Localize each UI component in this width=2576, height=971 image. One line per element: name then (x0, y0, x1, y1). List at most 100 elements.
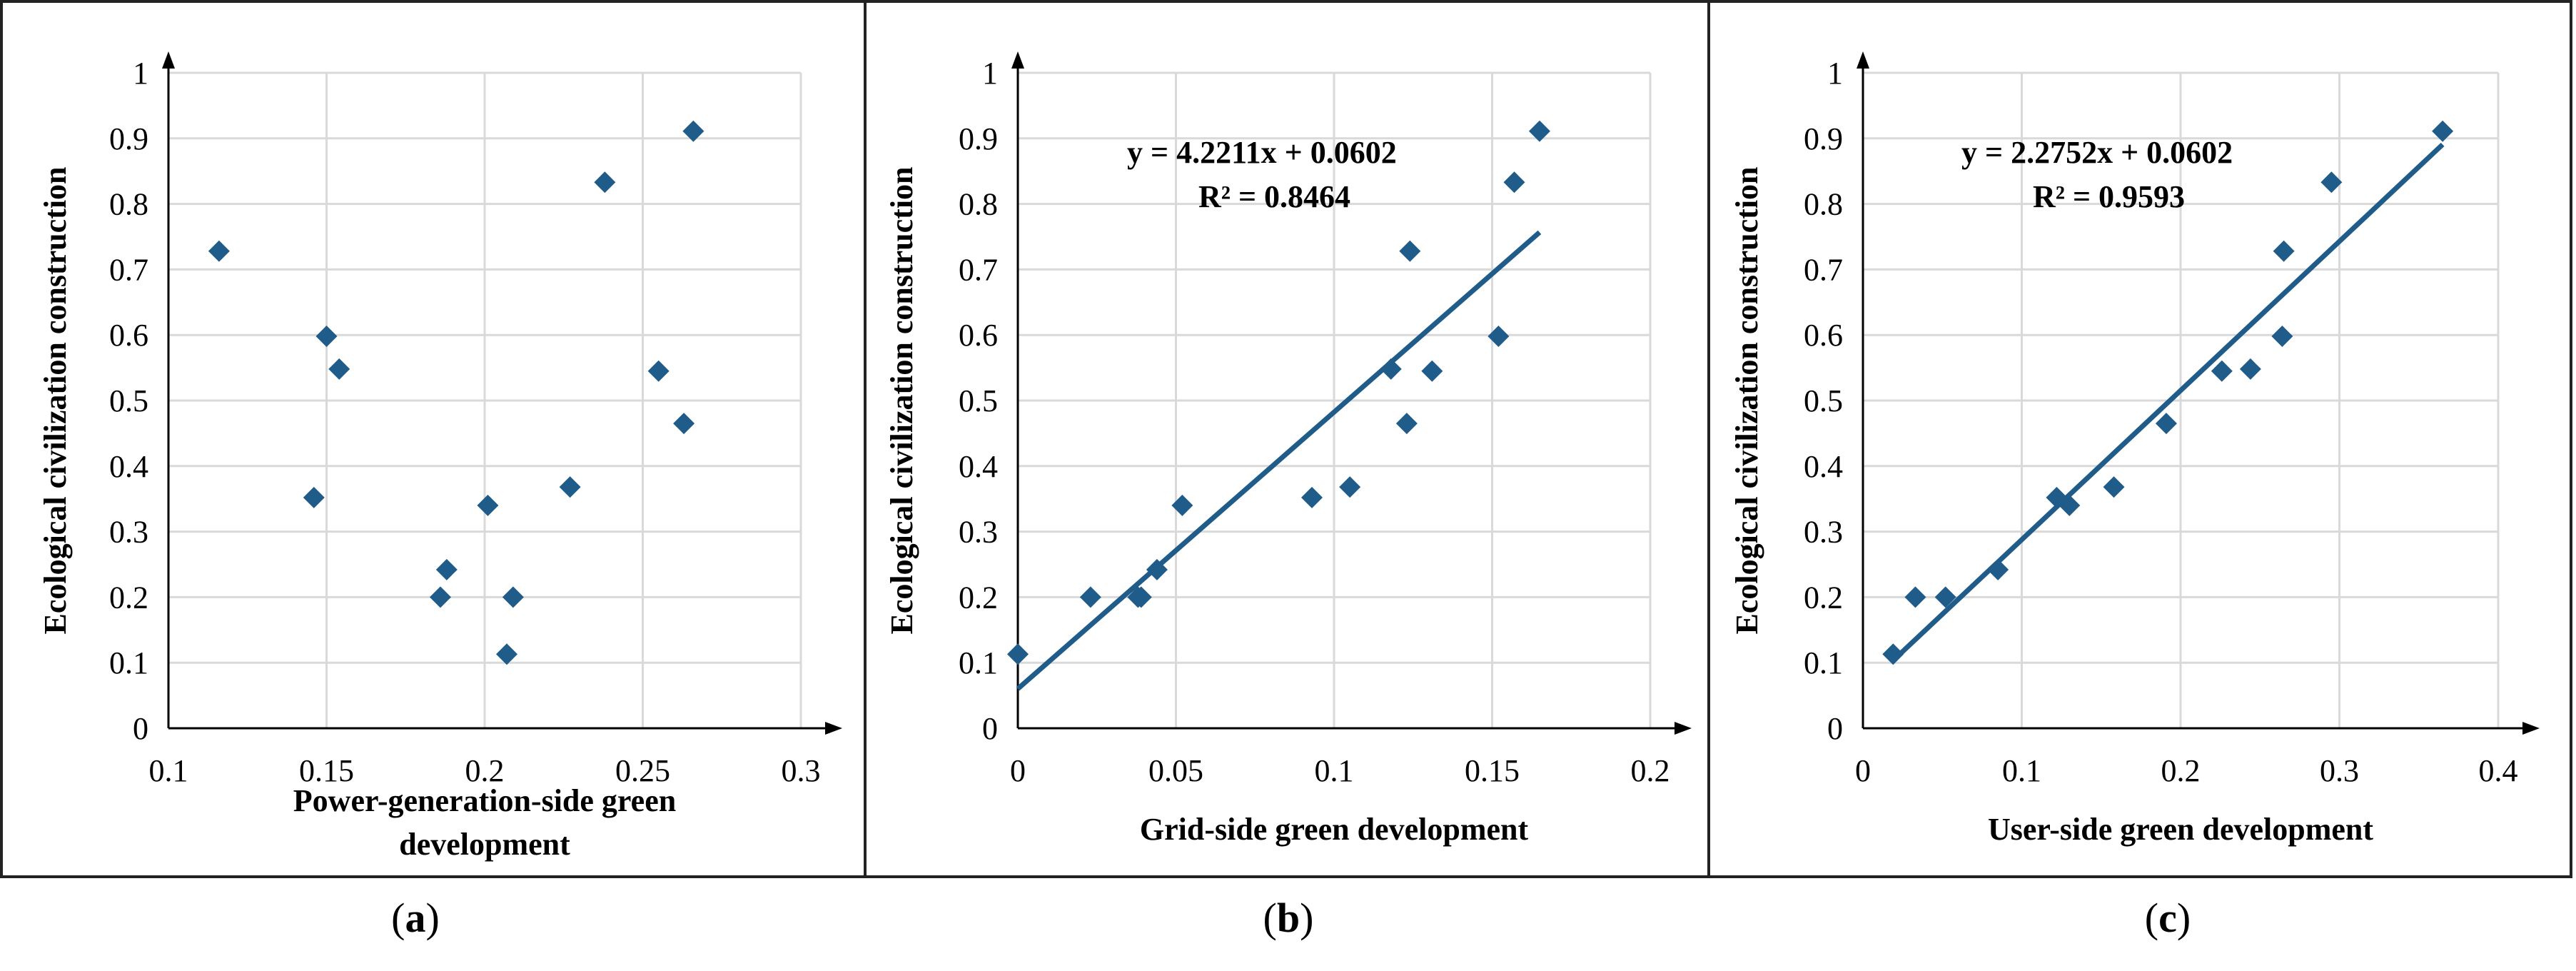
data-point (1421, 360, 1443, 382)
x-tick-label: 0.3 (782, 753, 821, 788)
y-tick-label: 0.2 (1804, 580, 1843, 615)
data-point (559, 476, 581, 498)
x-tick-label: 0 (1855, 753, 1871, 788)
caption-b-letter: b (1276, 895, 1300, 941)
y-tick-label: 1 (133, 56, 148, 91)
y-tick-label: 0 (982, 711, 998, 746)
data-point (1503, 171, 1525, 193)
data-point (2239, 358, 2261, 380)
caption-b: (b) (1217, 894, 1360, 942)
data-point (1399, 240, 1421, 262)
data-point (594, 171, 616, 193)
y-tick-label: 0.7 (959, 252, 998, 287)
y-tick-label: 0.1 (109, 645, 148, 680)
data-point (1300, 486, 1323, 508)
x-axis-arrow (825, 722, 842, 735)
x-axis-arrow (2522, 722, 2540, 735)
y-tick-label: 0.6 (109, 318, 148, 353)
r-squared-label: R² = 0.8464 (1198, 179, 1350, 214)
x-tick-label: 0.3 (2320, 753, 2359, 788)
y-tick-label: 0.4 (959, 449, 998, 484)
caption-c-letter: c (2158, 895, 2177, 941)
data-point (2432, 120, 2454, 142)
y-tick-label: 0.2 (109, 580, 148, 615)
x-tick-label: 0.25 (615, 753, 670, 788)
y-axis-arrow (1857, 51, 1869, 69)
y-tick-label: 0.8 (109, 187, 148, 222)
data-point (1130, 586, 1152, 608)
y-tick-label: 0.2 (959, 580, 998, 615)
data-point (2103, 476, 2125, 498)
data-point (502, 586, 524, 608)
data-point (2155, 413, 2177, 435)
y-axis-title: Ecological civilization construction (38, 166, 73, 634)
x-tick-label: 0.05 (1148, 753, 1203, 788)
y-tick-label: 0.6 (959, 318, 998, 353)
data-point (2271, 326, 2293, 348)
y-axis-arrow (162, 51, 175, 69)
y-tick-label: 0.4 (1804, 449, 1843, 484)
data-point (647, 360, 670, 382)
y-tick-label: 0.9 (1804, 121, 1843, 156)
panel-b: 0 0.1 0.2 0.3 0.4 0.5 0.6 0.7 0.8 0.9 1 0 0.05 0.1 0.1… (864, 0, 1710, 878)
y-tick-label: 0.6 (1804, 318, 1843, 353)
y-tick-label: 0.5 (109, 383, 148, 418)
y-tick-label: 0.7 (109, 252, 148, 287)
trendline-equation: y = 4.2211x + 0.0602 (1127, 135, 1397, 170)
x-tick-label: 0.1 (2002, 753, 2041, 788)
data-point (1528, 120, 1550, 142)
data-point (1007, 643, 1029, 665)
data-point (435, 558, 458, 580)
x-axis-title: User-side green development (1988, 812, 2373, 847)
trendline-equation: y = 2.2752x + 0.0602 (1961, 135, 2233, 170)
data-point (303, 486, 325, 508)
x-tick-label: 0.15 (1465, 753, 1520, 788)
data-point (315, 326, 338, 348)
data-point (1882, 643, 1904, 665)
data-point (328, 358, 350, 380)
caption-c-open: ( (2144, 895, 2159, 941)
data-point (496, 643, 518, 665)
caption-c-close: ) (2176, 895, 2191, 941)
data-point (673, 413, 695, 435)
caption-a: (a) (344, 894, 487, 942)
data-point (1171, 494, 1193, 516)
y-tick-label: 1 (1827, 56, 1843, 91)
data-point (208, 240, 230, 262)
y-tick-label: 0.4 (109, 449, 148, 484)
data-point (477, 494, 499, 516)
data-point (1079, 586, 1101, 608)
y-axis-title: Ecological civilization construction (884, 166, 919, 634)
caption-a-close: ) (425, 895, 440, 941)
trendline (1891, 142, 2445, 663)
y-axis-title: Ecological civilization construction (1729, 166, 1764, 634)
y-axis-arrow (1011, 51, 1024, 69)
x-tick-label: 0.2 (2161, 753, 2201, 788)
chart-a: 00.10.20.30.40.50.60.70.80.910.1 0.15 0.2 0… (38, 51, 842, 862)
y-tick-label: 1 (982, 56, 998, 91)
x-axis-arrow (1675, 722, 1692, 735)
data-point (2211, 360, 2233, 382)
data-point (2273, 240, 2295, 262)
y-tick-label: 0 (133, 711, 148, 746)
trendline (1016, 230, 1542, 691)
data-point (2320, 171, 2343, 193)
y-tick-label: 0.1 (1804, 645, 1843, 680)
data-point (1339, 476, 1361, 498)
x-tick-label: 0.2 (1631, 753, 1670, 788)
y-tick-label: 0.8 (1804, 187, 1843, 222)
data-point (2059, 494, 2081, 516)
y-tick-label: 0.9 (959, 121, 998, 156)
caption-b-open: ( (1263, 895, 1277, 941)
data-point (429, 586, 451, 608)
y-tick-label: 0.3 (109, 515, 148, 550)
x-axis-title: Power-generation-side green (293, 783, 676, 818)
x-tick-label: 0.2 (465, 753, 505, 788)
x-axis-title: development (399, 827, 570, 862)
y-tick-label: 0 (1827, 711, 1843, 746)
data-point (1487, 326, 1510, 348)
x-tick-label: 0.1 (1315, 753, 1354, 788)
x-axis-title: Grid-side green development (1140, 812, 1529, 847)
y-tick-label: 0.3 (1804, 515, 1843, 550)
x-tick-label: 0 (1010, 753, 1026, 788)
